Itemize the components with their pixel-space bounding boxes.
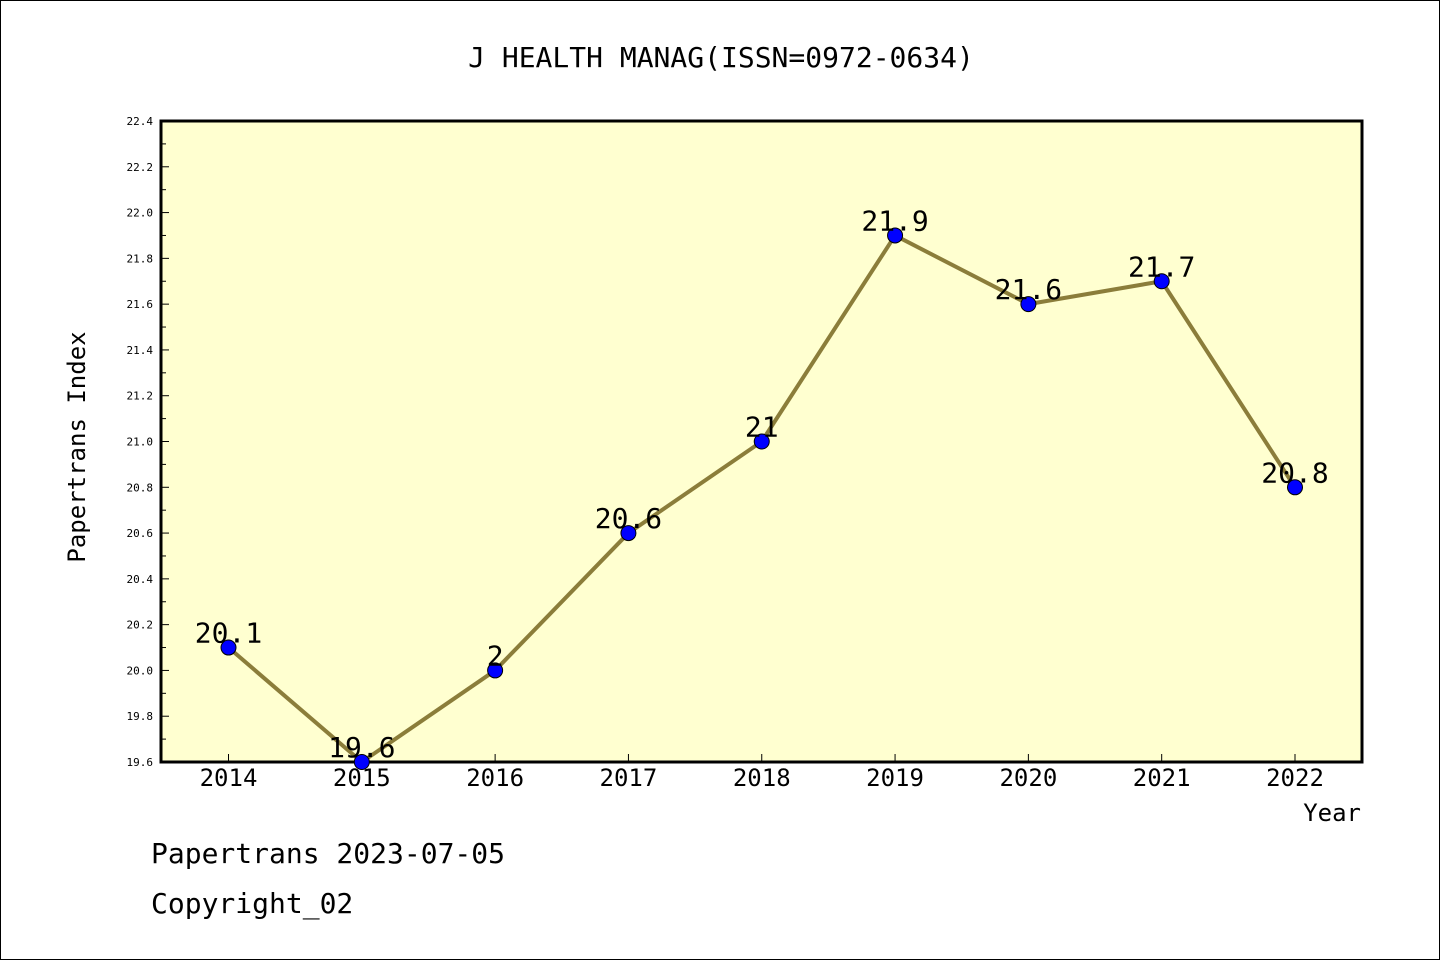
x-tick-label: 2021 xyxy=(1133,764,1191,792)
x-tick-label: 2017 xyxy=(600,764,658,792)
x-tick-label: 2020 xyxy=(999,764,1057,792)
data-label: 21 xyxy=(745,411,779,444)
y-tick-label: 21.2 xyxy=(127,390,154,403)
data-label: 2 xyxy=(487,639,504,672)
data-point xyxy=(487,662,504,679)
y-tick-label: 20.6 xyxy=(127,527,154,540)
y-tick-label: 19.8 xyxy=(127,710,154,723)
data-point xyxy=(1153,273,1170,290)
x-tick-label: 2014 xyxy=(200,764,258,792)
data-label: 20.8 xyxy=(1261,456,1328,489)
y-tick-label: 22.2 xyxy=(127,161,154,174)
y-tick-label: 21.6 xyxy=(127,298,154,311)
x-tick-label: 2016 xyxy=(466,764,524,792)
data-point xyxy=(220,639,237,656)
data-point xyxy=(620,525,637,542)
y-tick-label: 19.6 xyxy=(127,756,154,769)
y-tick-label: 22.0 xyxy=(127,207,154,220)
data-point xyxy=(887,227,904,244)
data-label: 19.6 xyxy=(328,731,395,764)
x-tick-label: 2022 xyxy=(1266,764,1324,792)
data-points xyxy=(220,227,1303,770)
data-label: 20.6 xyxy=(595,502,662,535)
data-label: 21.7 xyxy=(1128,250,1195,283)
y-tick-label: 20.8 xyxy=(127,481,154,494)
chart-title: J HEALTH MANAG(ISSN=0972-0634) xyxy=(468,41,974,74)
y-tick-label: 21.0 xyxy=(127,436,154,449)
footer-date: Papertrans 2023-07-05 xyxy=(151,837,506,870)
data-point xyxy=(753,433,770,450)
data-labels: 20.1 19.6 2 20.6 21 21.9 21.6 21.7 20.8 xyxy=(195,204,1329,764)
data-label: 20.1 xyxy=(195,617,262,650)
data-point xyxy=(1020,296,1037,313)
y-axis-label: Papertrans Index xyxy=(63,331,91,562)
data-label: 21.6 xyxy=(995,273,1062,306)
y-tick-label: 20.0 xyxy=(127,664,154,677)
y-tick-label: 21.4 xyxy=(127,344,154,357)
y-tick-label: 21.8 xyxy=(127,252,154,265)
y-tick-label: 22.4 xyxy=(127,115,154,128)
x-axis-label: Year xyxy=(1303,799,1361,827)
x-tick-label: 2018 xyxy=(733,764,791,792)
y-tick-label: 20.4 xyxy=(127,573,154,586)
footer-copyright: Copyright_02 xyxy=(151,887,354,920)
data-label: 21.9 xyxy=(861,204,928,237)
y-axis: 19.6 19.8 20.0 20.2 20.4 20.6 20.8 21.0 21.2 21.4… xyxy=(127,115,169,769)
data-point xyxy=(353,754,370,770)
x-axis: 2014 2015 2016 2017 2018 2019 2020 2021 2022 xyxy=(200,754,1324,792)
data-point xyxy=(1287,479,1303,496)
x-tick-label: 2019 xyxy=(866,764,924,792)
y-tick-label: 20.2 xyxy=(127,619,154,632)
